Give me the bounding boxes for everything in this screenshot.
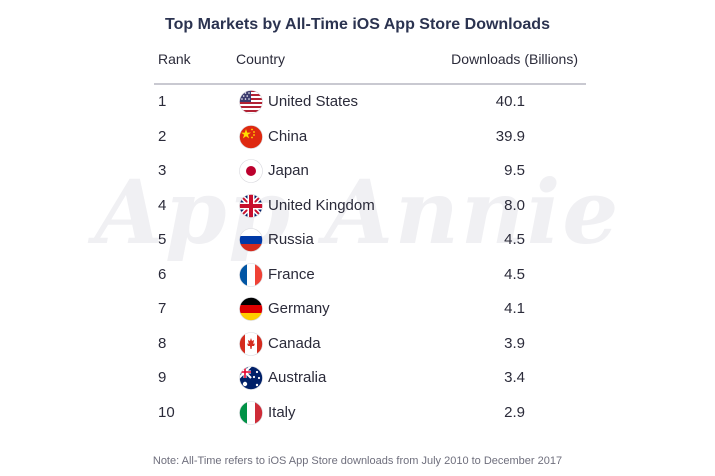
table-row: 1 United States 40.1 [0, 87, 715, 117]
italy-flag-icon [239, 400, 263, 425]
table-row: 9 Australia 3.4 [0, 363, 715, 393]
country-cell: United Kingdom [268, 196, 375, 214]
country-cell: Russia [268, 231, 314, 248]
australia-flag-icon [239, 366, 263, 390]
table-row: 10 Italy 2.9 [0, 398, 715, 428]
downloads-cell: 3.9 [504, 334, 525, 352]
rank-cell: 5 [158, 231, 167, 248]
germany-flag-icon [239, 297, 263, 321]
footnote: Note: All-Time refers to iOS App Store d… [152, 455, 563, 467]
china-flag-icon [239, 124, 263, 149]
column-header-rank: Rank [158, 51, 191, 67]
column-header-downloads: Downloads (Billions) [451, 51, 578, 67]
downloads-cell: 4.1 [504, 300, 525, 317]
rank-cell: 6 [158, 265, 167, 283]
downloads-cell: 9.5 [504, 162, 525, 179]
country-cell: Japan [268, 162, 309, 179]
rank-cell: 1 [158, 93, 167, 110]
rank-cell: 8 [158, 334, 167, 352]
downloads-cell: 2.9 [504, 403, 525, 421]
country-cell: Australia [268, 369, 327, 386]
table-row: 5 Russia 4.5 [0, 225, 715, 255]
table-row: 6 France 4.5 [0, 260, 715, 290]
canada-flag-icon [239, 331, 263, 356]
rank-cell: 7 [158, 300, 167, 317]
table-row: 3 Japan 9.5 [0, 156, 715, 186]
japan-flag-icon [239, 159, 263, 183]
russia-flag-icon [239, 228, 263, 252]
table-row: 7 Germany 4.1 [0, 294, 715, 324]
column-header-country: Country [236, 51, 286, 67]
rank-cell: 4 [158, 196, 167, 214]
country-cell: Germany [268, 300, 330, 317]
country-cell: France [268, 265, 315, 283]
table-row: 8 Canada 3.9 [0, 329, 715, 359]
country-cell: China [268, 127, 308, 145]
rank-cell: 10 [158, 403, 175, 421]
rank-cell: 9 [158, 369, 167, 386]
uk-flag-icon [239, 193, 263, 218]
downloads-cell: 8.0 [504, 196, 525, 214]
country-cell: United States [268, 93, 359, 110]
country-cell: Italy [268, 403, 296, 421]
table-row: 4 United Kingdom 8.0 [0, 191, 715, 221]
downloads-cell: 3.4 [504, 369, 525, 386]
rank-cell: 2 [158, 127, 167, 145]
chart-title: Top Markets by All-Time iOS App Store Do… [165, 16, 550, 33]
france-flag-icon [239, 262, 263, 287]
country-cell: Canada [268, 334, 321, 352]
downloads-cell: 4.5 [504, 231, 525, 248]
header-divider [154, 83, 586, 85]
us-flag-icon [239, 90, 263, 114]
downloads-cell: 40.1 [495, 93, 525, 110]
downloads-cell: 39.9 [495, 127, 525, 145]
table-row: 2 China 39.9 [0, 122, 715, 152]
downloads-cell: 4.5 [504, 265, 525, 283]
rank-cell: 3 [158, 162, 167, 179]
